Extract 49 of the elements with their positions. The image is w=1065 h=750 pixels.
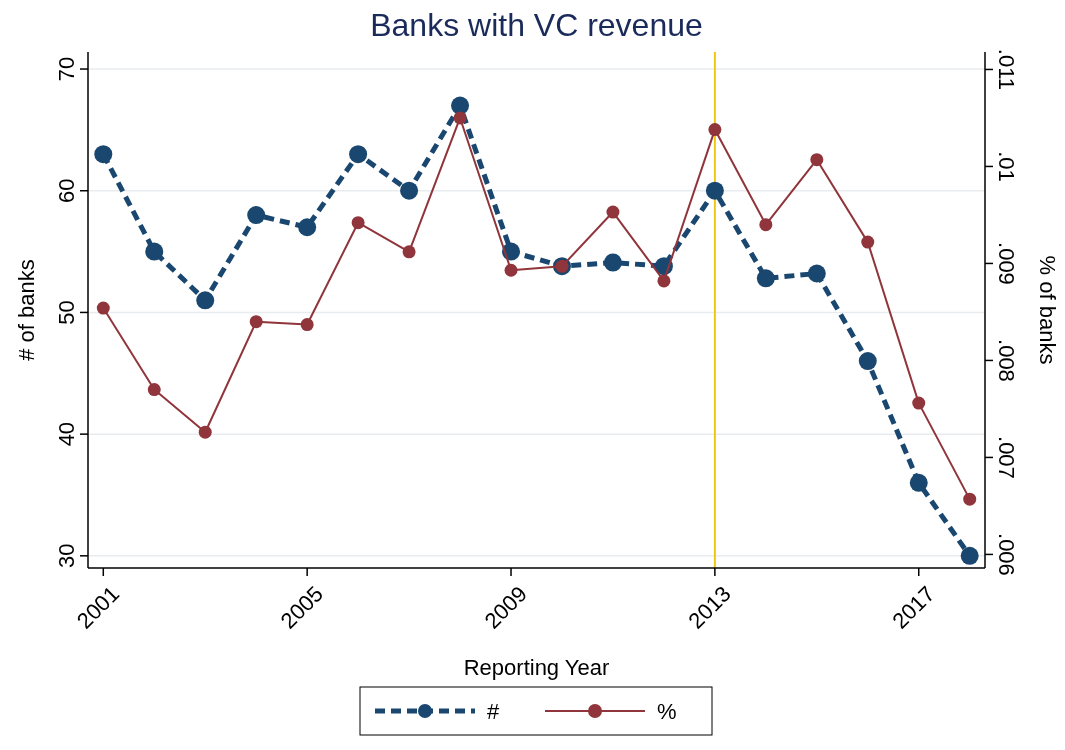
y-tick-label: 70 [54,56,79,82]
point [451,96,470,115]
y2-tick-label: .009 [994,242,1019,285]
y2-axis-title: % of banks [1035,255,1060,365]
point [145,242,164,261]
point [708,123,722,137]
point [94,145,113,164]
point [759,218,773,232]
point [810,153,824,167]
point [858,352,877,371]
y-tick-label: 50 [54,300,79,325]
y2-tick-label: .008 [994,339,1019,382]
point [198,425,212,439]
point [963,492,977,506]
y2-tick-label: .01 [994,151,1019,182]
point [606,205,620,219]
point [453,111,467,125]
point [960,546,979,565]
y2-tick-label: .007 [994,436,1019,479]
point [402,245,416,259]
point [349,145,368,164]
point [147,383,161,397]
point [249,315,263,329]
y-tick-label: 40 [54,421,79,447]
point [300,318,314,332]
point [603,253,622,272]
y-tick-label: 30 [54,543,79,569]
point [861,235,875,249]
point [196,291,215,310]
point [912,396,926,410]
y2-tick-label: .011 [994,48,1019,91]
point [247,206,266,225]
point [705,181,724,200]
point [909,473,928,492]
point [657,274,671,288]
chart-title: Banks with VC revenue [370,7,703,43]
point [351,216,365,230]
point [298,218,317,237]
point [504,263,518,277]
point [400,181,419,200]
point [807,264,826,283]
point [96,301,110,315]
y-axis-title: # of banks [14,259,39,361]
x-axis-title: Reporting Year [463,655,610,680]
point [756,269,775,288]
y-tick-label: 60 [54,178,79,203]
legend-label: % [657,699,677,724]
y2-tick-label: .006 [994,533,1019,576]
legend-label: # [487,699,500,724]
